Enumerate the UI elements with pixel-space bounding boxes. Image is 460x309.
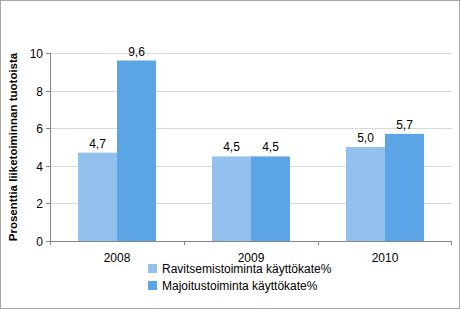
y-axis: 0 2 4 6 8 10	[30, 47, 452, 249]
grid-line	[50, 241, 452, 242]
x-tick	[318, 241, 319, 245]
data-labels: 4,7 4,5 5,0 9,6 4,5 5,7	[89, 45, 413, 155]
legend-label: Majoitustoiminta käyttökate%	[162, 279, 318, 293]
x-tick	[50, 241, 51, 245]
chart-frame	[1, 1, 460, 309]
chart: 0 2 4 6 8 10 Prosenttia liiketoiminnan tuotois…	[0, 0, 460, 309]
legend-label: Ravitsemistoiminta käyttökate%	[162, 262, 332, 276]
bar	[251, 156, 290, 241]
y-tick-label: 2	[36, 197, 43, 211]
y-tick-label: 8	[36, 85, 43, 99]
y-tick-label: 10	[30, 47, 44, 61]
y-tick-label: 6	[36, 122, 43, 136]
legend-swatch	[148, 281, 157, 290]
x-tick-label: 2010	[372, 251, 399, 265]
grid-line	[50, 91, 452, 92]
y-tick-label: 0	[36, 235, 43, 249]
data-label: 4,5	[223, 140, 240, 154]
bar	[117, 61, 156, 241]
y-tick	[46, 166, 50, 167]
x-axis-line	[50, 241, 452, 242]
bar	[385, 134, 424, 241]
legend: Ravitsemistoiminta käyttökate% Majoitusto…	[148, 262, 332, 293]
x-tick-label: 2008	[104, 251, 131, 265]
data-label: 5,0	[357, 131, 374, 145]
data-label: 5,7	[396, 118, 413, 132]
grid-line	[50, 128, 452, 129]
bar	[346, 147, 385, 241]
y-tick	[46, 53, 50, 54]
y-tick	[46, 241, 50, 242]
bar	[78, 153, 117, 241]
y-axis-line	[50, 53, 51, 241]
y-tick	[46, 91, 50, 92]
bars	[78, 61, 424, 241]
legend-swatch	[148, 264, 157, 273]
x-tick	[451, 241, 452, 245]
bar	[212, 156, 251, 241]
x-tick	[184, 241, 185, 245]
y-tick	[46, 128, 50, 129]
data-label: 9,6	[128, 45, 145, 59]
grid-line	[50, 53, 452, 54]
y-tick	[46, 203, 50, 204]
chart-root: 0 2 4 6 8 10 Prosenttia liiketoiminnan tuotois…	[0, 0, 460, 309]
y-tick-label: 4	[36, 160, 43, 174]
y-axis-label: Prosenttia liiketoiminnan tuotoista	[7, 52, 19, 241]
data-label: 4,5	[262, 140, 279, 154]
data-label: 4,7	[89, 137, 106, 151]
